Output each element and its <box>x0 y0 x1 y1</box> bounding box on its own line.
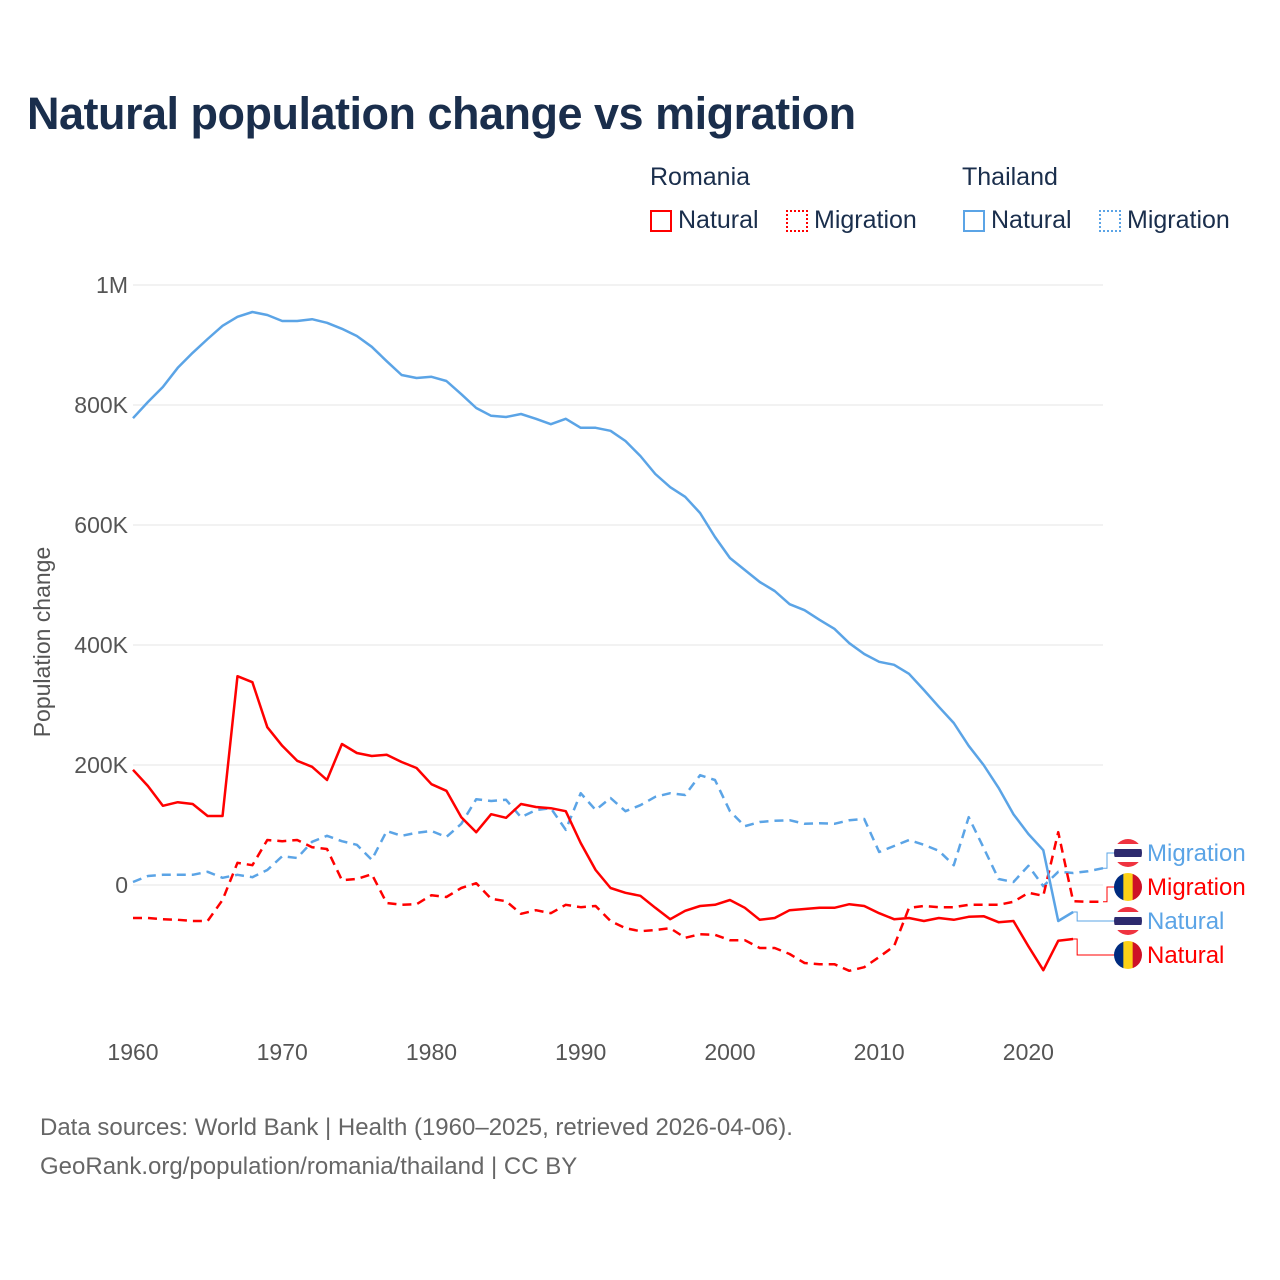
legend-label: Natural <box>678 206 759 234</box>
y-axis-label: Population change <box>29 547 55 738</box>
legend-romania-migration[interactable]: Migration <box>786 206 917 235</box>
legend-label: Migration <box>814 206 917 234</box>
y-tick-label: 400K <box>74 632 128 658</box>
leader-line <box>1073 938 1115 956</box>
thailand-flag-icon <box>1114 907 1142 935</box>
leader-line <box>1073 911 1115 922</box>
romania-flag-icon <box>1114 941 1142 969</box>
footer-source: Data sources: World Bank | Health (1960–… <box>40 1114 793 1141</box>
footer: Data sources: World Bank | Health (1960–… <box>40 1108 793 1186</box>
x-tick-label: 2010 <box>854 1039 905 1065</box>
legend-label: Natural <box>991 206 1072 234</box>
series-end-label: Natural <box>1147 908 1224 935</box>
legend-label: Migration <box>1127 206 1230 234</box>
series-line-thailand-natural <box>132 310 1074 923</box>
series-end-label: Migration <box>1147 840 1246 867</box>
footer-link[interactable]: GeoRank.org/population/romania/thailand … <box>40 1153 578 1180</box>
x-tick-label: 1980 <box>406 1039 457 1065</box>
leader-line <box>1103 886 1115 903</box>
legend-swatch-dotted <box>1099 209 1121 232</box>
x-tick-label: 2000 <box>704 1039 755 1065</box>
y-tick-label: 800K <box>74 392 128 418</box>
y-tick-label: 600K <box>74 512 128 538</box>
legend-swatch-solid <box>963 209 985 232</box>
series-end-label: Natural <box>1147 942 1224 969</box>
y-tick-label: 200K <box>74 752 128 778</box>
x-tick-label: 1960 <box>107 1039 158 1065</box>
series-line-thailand-migration <box>132 773 1104 888</box>
legend-group-thailand: Thailand <box>962 163 1058 191</box>
x-tick-label: 1970 <box>257 1039 308 1065</box>
legend-thailand-migration[interactable]: Migration <box>1099 206 1230 235</box>
chart-title: Natural population change vs migration <box>27 88 856 139</box>
romania-flag-icon <box>1114 873 1142 901</box>
legend-group-romania: Romania <box>650 163 751 191</box>
y-tick-label: 0 <box>115 872 128 898</box>
x-tick-label: 1990 <box>555 1039 606 1065</box>
series-line-romania-migration <box>133 830 1103 973</box>
legend-swatch-dotted <box>786 209 808 232</box>
legend-swatch-solid <box>650 209 672 232</box>
series-line-romania-natural <box>132 674 1074 972</box>
leader-line <box>1103 852 1115 869</box>
legend-thailand-natural[interactable]: Natural <box>963 206 1072 235</box>
legend-romania-natural[interactable]: Natural <box>650 206 759 235</box>
thailand-flag-icon <box>1114 839 1142 867</box>
series-end-label: Migration <box>1147 874 1246 901</box>
y-tick-label: 1M <box>96 272 128 298</box>
x-tick-label: 2020 <box>1003 1039 1054 1065</box>
